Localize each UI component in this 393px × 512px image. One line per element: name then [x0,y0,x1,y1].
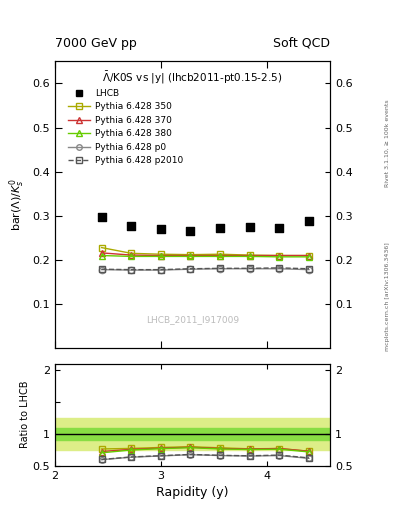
Y-axis label: bar($\Lambda$)/$K^0_s$: bar($\Lambda$)/$K^0_s$ [7,178,27,231]
Point [98,212,105,221]
X-axis label: Rapidity (y): Rapidity (y) [156,486,229,499]
Y-axis label: Ratio to LHCB: Ratio to LHCB [20,381,30,449]
Text: 7000 GeV pp: 7000 GeV pp [55,37,137,50]
Point [158,225,164,233]
Point [187,227,194,236]
Text: Soft QCD: Soft QCD [273,37,330,50]
Text: mcplots.cern.ch [arXiv:1306.3436]: mcplots.cern.ch [arXiv:1306.3436] [385,243,389,351]
Text: $\bar{\Lambda}$/K0S vs |y| (lhcb2011-pt0.15-2.5): $\bar{\Lambda}$/K0S vs |y| (lhcb2011-pt0… [103,70,283,86]
Point [246,223,253,231]
Text: LHCB_2011_I917009: LHCB_2011_I917009 [146,315,239,324]
Point [128,221,134,229]
Point [276,224,283,232]
Text: Rivet 3.1.10, ≥ 100k events: Rivet 3.1.10, ≥ 100k events [385,99,389,187]
Legend: LHCB, Pythia 6.428 350, Pythia 6.428 370, Pythia 6.428 380, Pythia 6.428 p0, Pyt: LHCB, Pythia 6.428 350, Pythia 6.428 370… [65,86,186,168]
Point [306,217,312,225]
Point [217,224,223,232]
